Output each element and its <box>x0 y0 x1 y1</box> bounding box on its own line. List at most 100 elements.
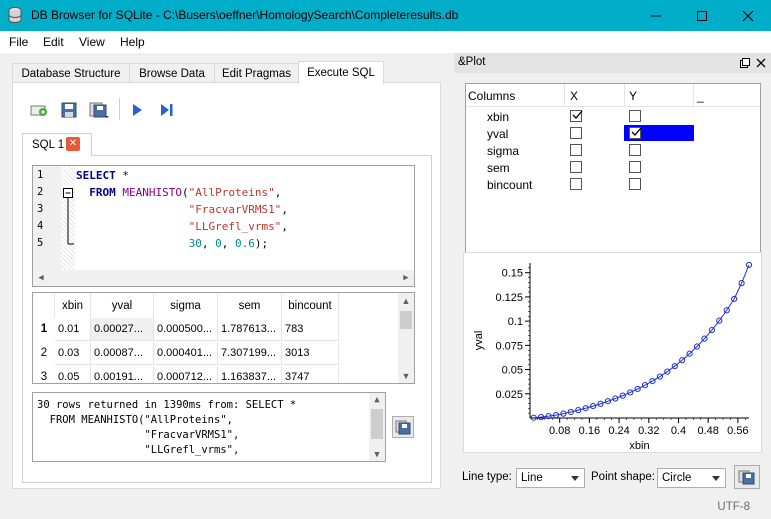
line-number: 2 <box>37 186 44 198</box>
column-header[interactable]: sigma <box>154 293 218 318</box>
table-cell[interactable]: 0.000401... <box>154 342 218 365</box>
maximize-button[interactable] <box>679 0 725 31</box>
fold-marker-icon[interactable] <box>61 166 75 270</box>
scroll-up-icon[interactable]: ▲ <box>374 395 380 405</box>
plot-y-checkbox[interactable] <box>629 161 641 173</box>
sql-editor[interactable]: 1 2 3 4 5 SELECT * FROM MEANHISTO("AllPr… <box>32 165 415 287</box>
execute-line-button[interactable] <box>156 100 178 120</box>
plot-column-row: yval <box>466 125 760 142</box>
tab-database-structure[interactable]: Database Structure <box>12 63 130 83</box>
table-cell[interactable]: 3013 <box>282 342 339 365</box>
plot-x-checkbox[interactable] <box>570 144 582 156</box>
menu-edit[interactable]: Edit <box>43 35 64 49</box>
plot-canvas[interactable]: 0.025 0.05 0.075 0.1 0.125 0.15 0.08 0.16 0.24 0.… <box>463 252 762 453</box>
data-point <box>679 357 686 364</box>
column-header[interactable]: bincount <box>282 293 339 318</box>
line-number: 4 <box>37 220 44 232</box>
table-cell[interactable]: 783 <box>282 318 339 341</box>
column-header[interactable]: xbin <box>55 293 91 318</box>
point-shape-label: Point shape: <box>591 471 655 483</box>
code-token: , <box>281 220 288 233</box>
editor-horizontal-scrollbar[interactable]: ◀ ▶ <box>33 270 414 286</box>
open-tab-button[interactable] <box>28 100 50 120</box>
line-number: 1 <box>37 169 44 181</box>
plot-x-checkbox[interactable] <box>570 127 582 139</box>
plot-y-checkbox[interactable] <box>629 178 641 190</box>
float-dock-icon[interactable] <box>740 58 750 68</box>
plot-column-name: sem <box>487 161 510 175</box>
column-header: _ <box>697 89 704 103</box>
table-cell[interactable]: 0.00191... <box>91 366 154 383</box>
y-tick-label: 0.15 <box>502 268 523 280</box>
data-point <box>664 368 671 375</box>
plot-y-checkbox[interactable] <box>629 127 642 139</box>
execution-message: 30 rows returned in 1390ms from: SELECT … <box>37 398 296 458</box>
plot-x-checkbox[interactable] <box>570 178 582 190</box>
results-vertical-scrollbar[interactable]: ▲ ▼ <box>398 293 414 383</box>
table-cell[interactable]: 1.163837... <box>218 366 282 383</box>
tab-sql-1[interactable]: SQL 1 ✕ <box>22 133 92 156</box>
table-cell[interactable]: 0.00087... <box>91 342 154 365</box>
table-cell[interactable]: 0.03 <box>55 342 91 365</box>
tab-browse-data[interactable]: Browse Data <box>129 63 215 83</box>
results-table[interactable]: xbin yval sigma sem bincount 1 0.01 0.0002… <box>32 292 415 384</box>
code-token: SELECT <box>76 169 116 182</box>
point-shape-select[interactable]: Circle <box>657 468 726 488</box>
row-number[interactable]: 2 <box>40 347 48 359</box>
row-number[interactable]: 3 <box>40 371 48 383</box>
row-number[interactable]: 1 <box>40 323 48 335</box>
plot-y-checkbox[interactable] <box>629 110 641 122</box>
table-cell[interactable]: 0.000500... <box>154 318 218 341</box>
code-token: * <box>115 169 129 182</box>
table-cell[interactable]: 0.05 <box>55 366 91 383</box>
save-results-button[interactable] <box>88 100 110 120</box>
scroll-right-icon[interactable]: ▶ <box>403 273 409 283</box>
line-type-select[interactable]: Line <box>516 468 585 488</box>
message-line: 30 rows returned in 1390ms from: SELECT … <box>37 399 297 411</box>
save-message-button[interactable] <box>392 416 414 438</box>
execute-line-icon <box>161 104 173 116</box>
toolbar-separator <box>119 98 120 120</box>
scroll-down-icon[interactable]: ▼ <box>401 371 411 381</box>
execute-all-button[interactable] <box>126 100 148 120</box>
data-point <box>634 385 641 393</box>
table-cell[interactable]: 7.307199... <box>218 342 282 365</box>
scroll-down-icon[interactable]: ▼ <box>374 450 380 460</box>
table-cell[interactable]: 0.00027... <box>91 318 154 341</box>
column-header[interactable]: yval <box>91 293 154 318</box>
save-plot-button[interactable] <box>734 465 760 489</box>
plot-column-name: yval <box>487 127 509 141</box>
line-number-gutter: 1 2 3 4 5 <box>33 166 61 270</box>
scroll-up-icon[interactable]: ▲ <box>401 296 411 306</box>
minimize-button[interactable] <box>633 0 679 31</box>
table-cell[interactable]: 3747 <box>282 366 339 383</box>
data-point <box>656 373 664 380</box>
plot-x-checkbox[interactable] <box>570 110 583 122</box>
line-chart: 0.025 0.05 0.075 0.1 0.125 0.15 0.08 0.16 0.24 0.… <box>473 261 753 452</box>
code-line: 30, 0, 0.6); <box>76 237 269 250</box>
menu-help[interactable]: Help <box>120 35 145 49</box>
table-cell[interactable]: 1.787613... <box>218 318 282 341</box>
save-sql-button[interactable] <box>58 100 80 120</box>
execution-message-box[interactable]: 30 rows returned in 1390ms from: SELECT … <box>32 392 386 462</box>
plot-y-checkbox[interactable] <box>629 144 641 156</box>
menu-file[interactable]: File <box>9 35 29 49</box>
y-tick-label: 0.075 <box>495 340 523 352</box>
column-header[interactable]: sem <box>218 293 282 318</box>
close-tab-icon[interactable]: ✕ <box>66 137 80 151</box>
close-window-button[interactable] <box>725 0 771 31</box>
message-vertical-scrollbar[interactable]: ▲ ▼ <box>369 393 385 461</box>
tab-execute-sql[interactable]: Execute SQL <box>298 61 384 84</box>
plot-column-row: xbin <box>466 108 760 125</box>
scroll-left-icon[interactable]: ◀ <box>38 273 44 283</box>
plot-x-checkbox[interactable] <box>570 161 582 173</box>
menu-bar: File Edit View Help <box>0 31 771 53</box>
close-dock-icon[interactable] <box>756 58 766 68</box>
table-cell[interactable]: 0.01 <box>55 318 91 341</box>
code-token <box>76 220 189 233</box>
data-point <box>701 335 708 342</box>
menu-view[interactable]: View <box>79 35 105 49</box>
x-tick-label: 0.24 <box>608 425 629 437</box>
table-cell[interactable]: 0.000712... <box>154 366 218 383</box>
tab-edit-pragmas[interactable]: Edit Pragmas <box>214 63 299 83</box>
